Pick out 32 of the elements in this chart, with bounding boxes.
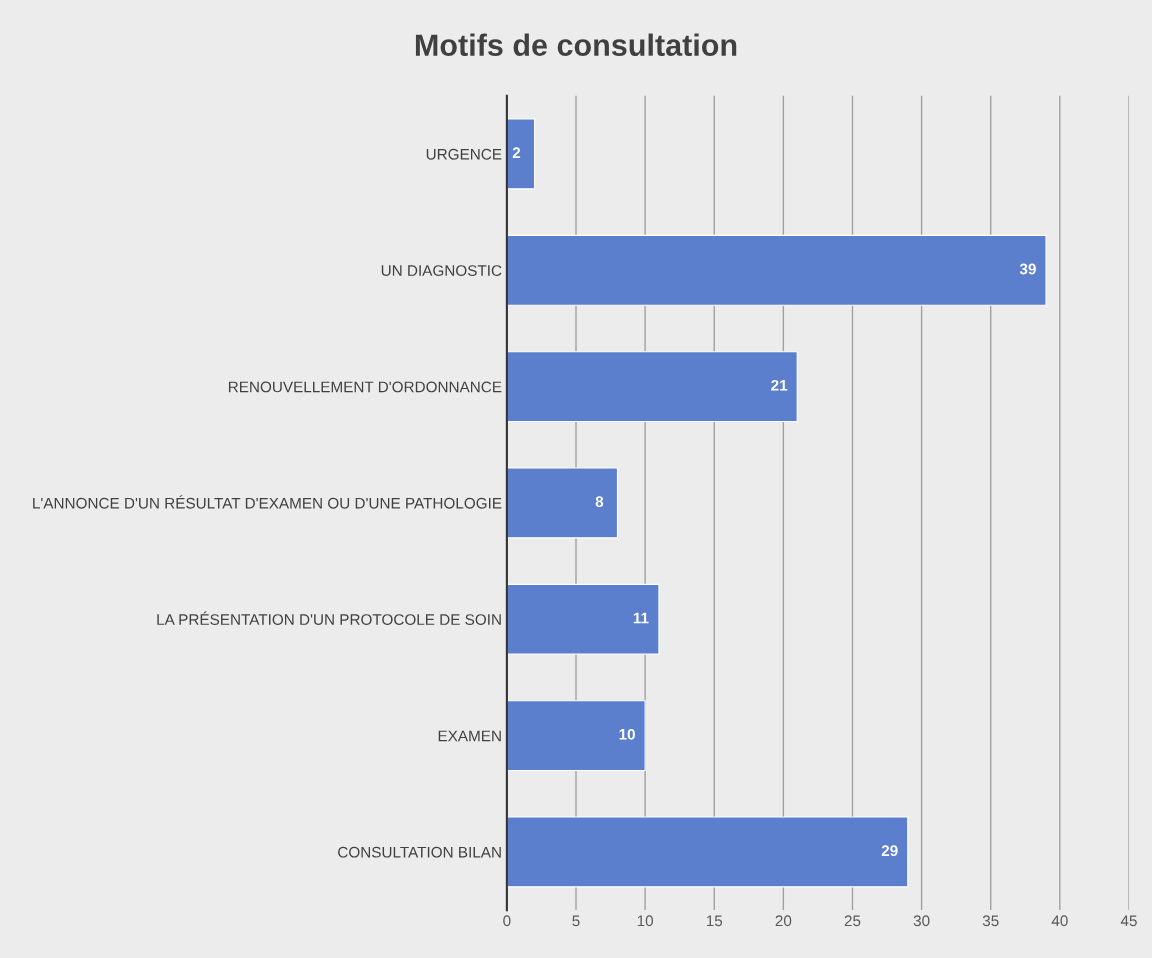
x-tick-label: 15 — [706, 915, 723, 927]
x-tick-label: 5 — [572, 915, 580, 927]
bar — [506, 467, 619, 539]
y-tick-label: URGENCE — [426, 148, 502, 160]
y-tick-label: LA PRÉSENTATION D'UN PROTOCOLE DE SOIN — [157, 611, 501, 625]
y-tick-label: CONSULTATION BILAN — [338, 846, 501, 858]
y-tick-label: EXAMEN — [438, 730, 501, 742]
y-tick-label: L'ANNONCE D'UN RÉSULTAT D'EXAMEN OU D'UNE PATHOLOGIE — [33, 495, 502, 509]
x-tick-label: 35 — [982, 915, 999, 927]
data-label: 11 — [633, 612, 649, 624]
chart-title: Motifs de consultation — [415, 33, 737, 56]
bar — [506, 700, 646, 772]
data-label: 10 — [619, 728, 635, 740]
y-tick-label: RENOUVELLEMENT D'ORDONNANCE — [228, 381, 502, 393]
bar — [506, 118, 536, 190]
bar — [506, 234, 1047, 306]
bar — [506, 816, 909, 888]
x-tick-label: 10 — [637, 915, 654, 927]
data-label: 21 — [771, 379, 788, 391]
x-tick-label: 30 — [913, 915, 930, 927]
x-tick-label: 0 — [503, 915, 511, 927]
y-tick-label: UN DIAGNOSTIC — [381, 265, 502, 276]
data-label: 2 — [512, 147, 521, 158]
data-label: 29 — [881, 845, 898, 857]
bar — [506, 351, 798, 423]
x-tick-label: 20 — [775, 915, 792, 927]
data-label: 8 — [595, 496, 604, 508]
x-tick-label: 45 — [1120, 915, 1137, 927]
bar — [506, 583, 660, 655]
x-tick-label: 40 — [1051, 915, 1068, 927]
x-tick-label: 25 — [844, 915, 861, 927]
data-label: 39 — [1019, 263, 1036, 275]
